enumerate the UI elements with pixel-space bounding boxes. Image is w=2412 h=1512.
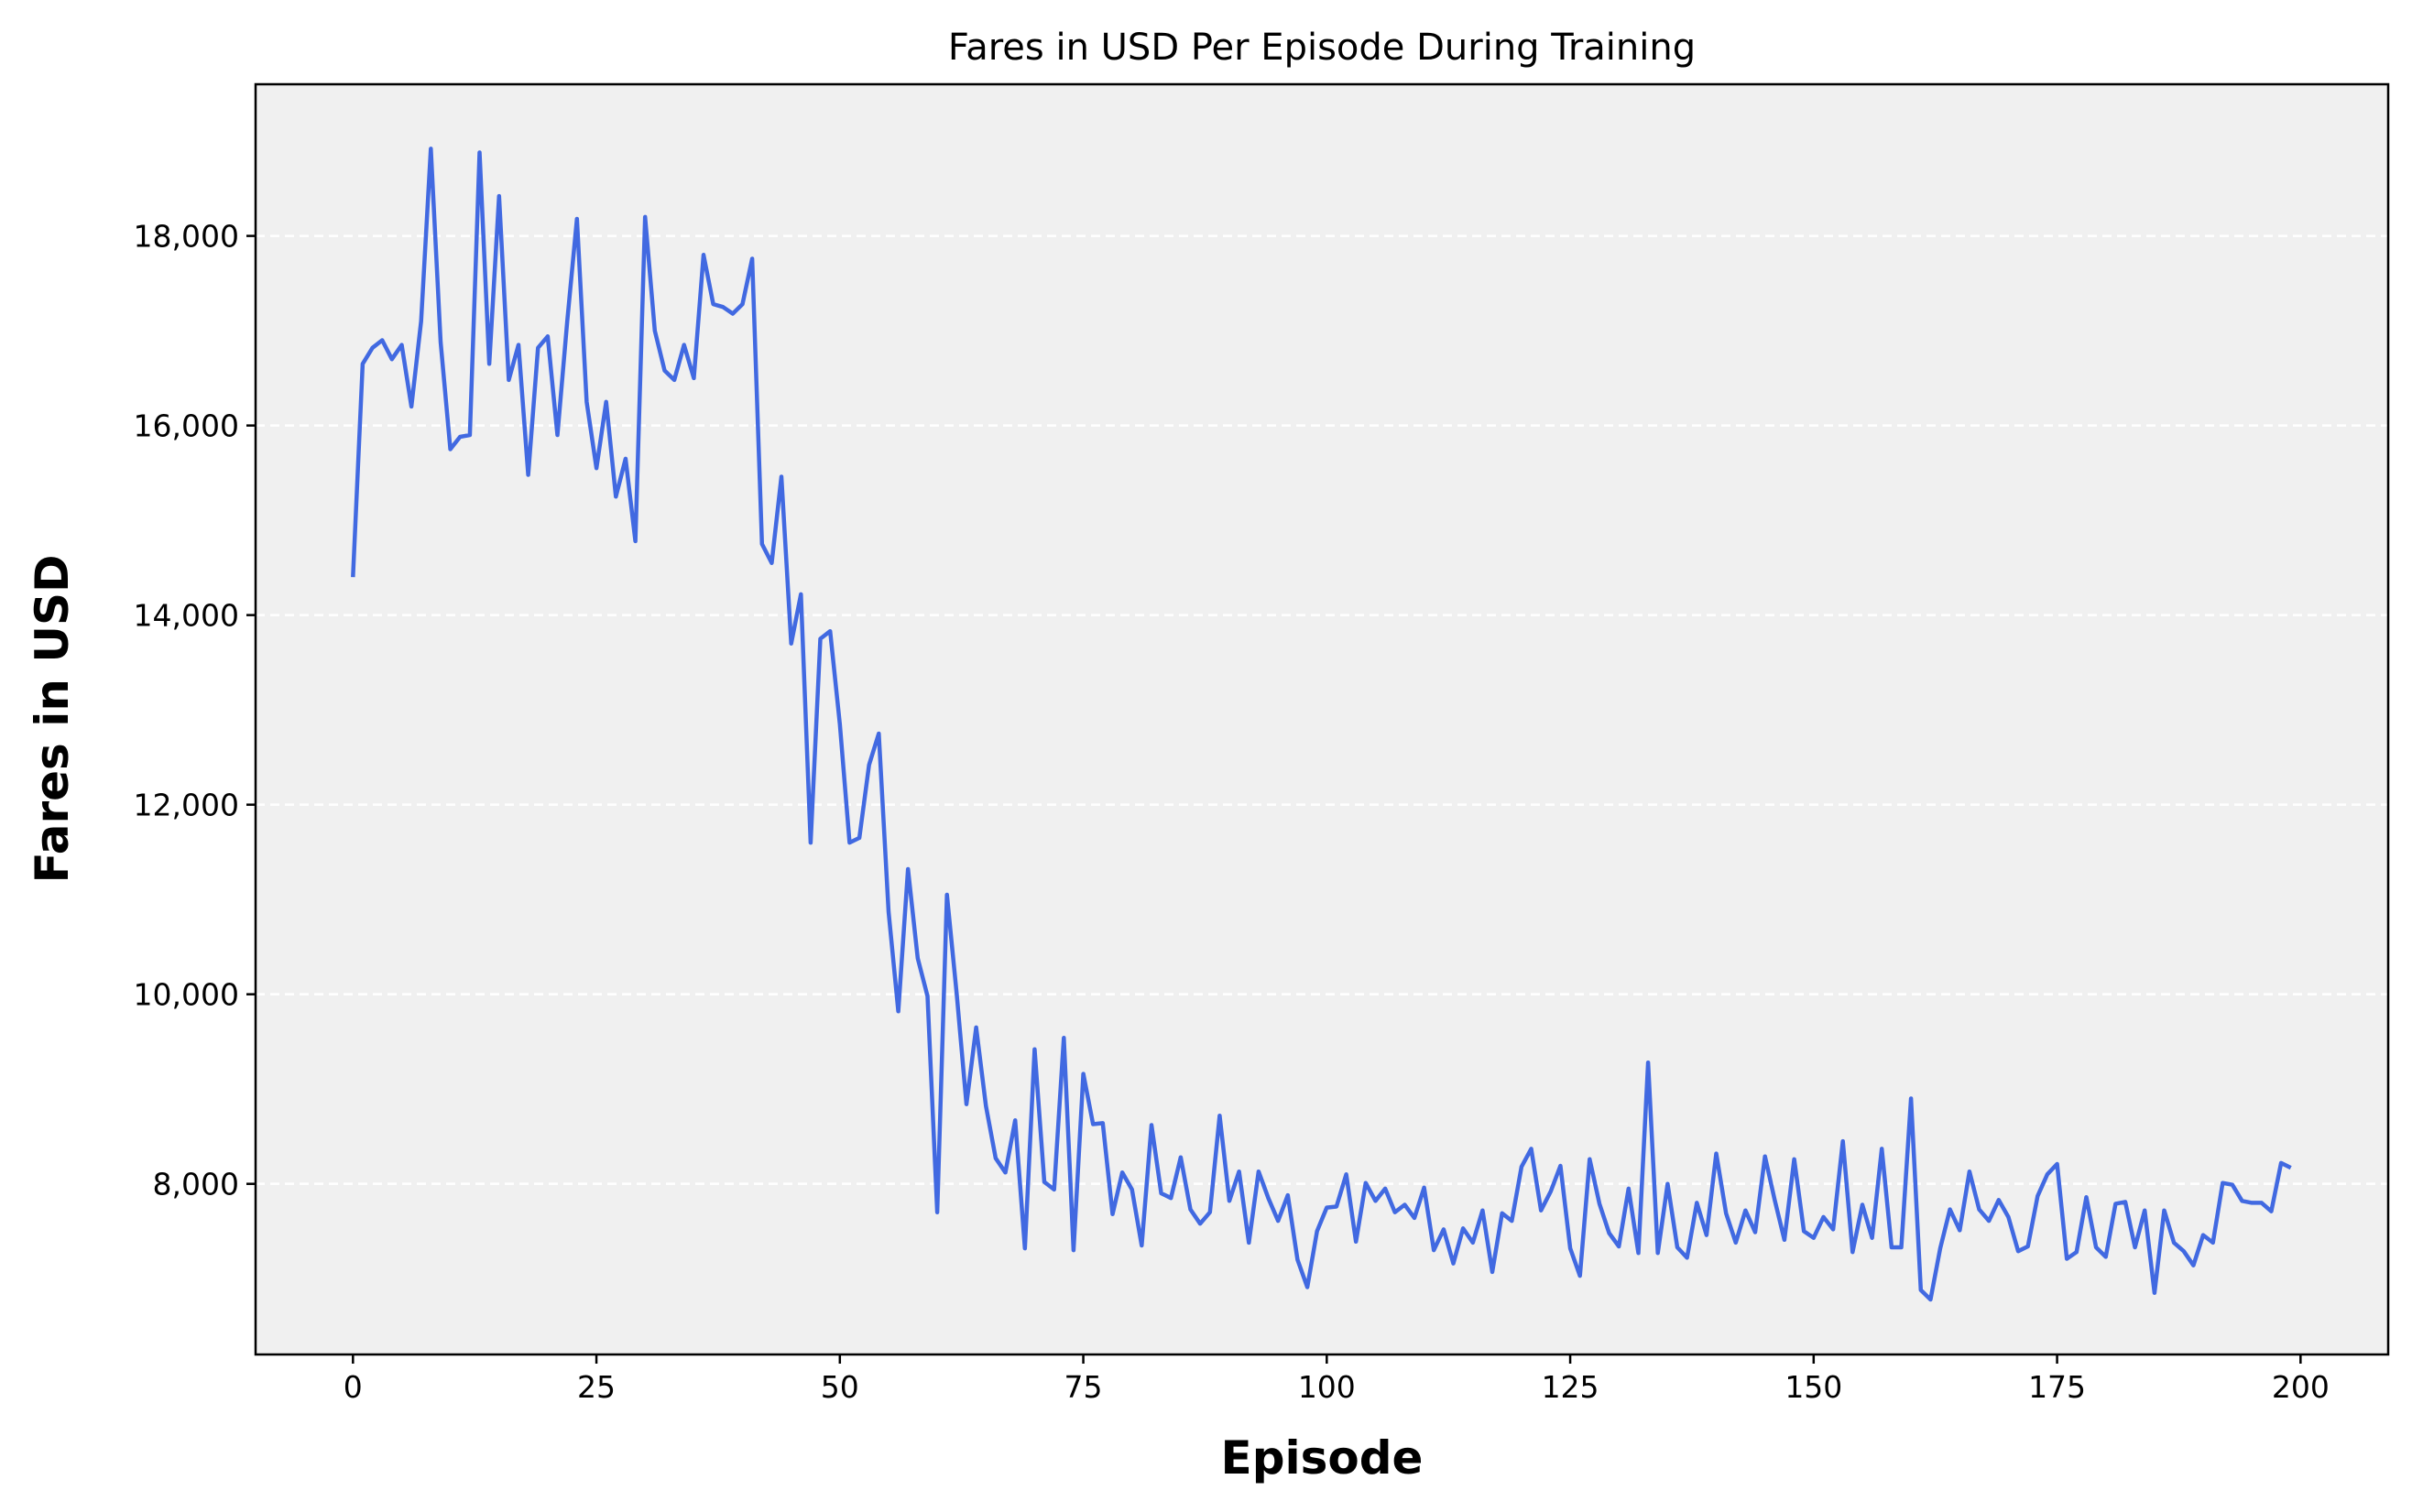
x-axis-label: Episode [1221, 1431, 1424, 1485]
plot-area [256, 84, 2388, 1354]
x-axis: 0 25 50 75 100 125 150 175 200 [344, 1354, 2330, 1405]
x-tick-label: 0 [344, 1369, 363, 1405]
y-tick-label: 12,000 [134, 788, 239, 823]
series-line [351, 147, 2292, 1302]
y-grid [256, 234, 2388, 1185]
x-tick-label: 75 [1064, 1369, 1103, 1405]
y-tick-label: 14,000 [134, 598, 239, 634]
x-tick-label: 25 [577, 1369, 616, 1405]
x-tick-label: 100 [1298, 1369, 1356, 1405]
y-axis-label: Fares in USD [26, 555, 79, 884]
y-tick-label: 10,000 [134, 977, 239, 1013]
x-tick-label: 150 [1784, 1369, 1842, 1405]
x-tick-label: 125 [1542, 1369, 1599, 1405]
y-tick-label: 18,000 [134, 219, 239, 255]
y-tick-label: 8,000 [153, 1167, 239, 1202]
chart-title: Fares in USD Per Episode During Training [948, 27, 1696, 69]
x-tick-label: 50 [821, 1369, 859, 1405]
y-tick-label: 16,000 [134, 408, 239, 444]
plot-frame [254, 82, 2390, 1356]
x-tick-label: 175 [2028, 1369, 2086, 1405]
y-axis: 8,000 10,000 12,000 14,000 16,000 18,000 [134, 219, 256, 1202]
x-tick-label: 200 [2272, 1369, 2330, 1405]
